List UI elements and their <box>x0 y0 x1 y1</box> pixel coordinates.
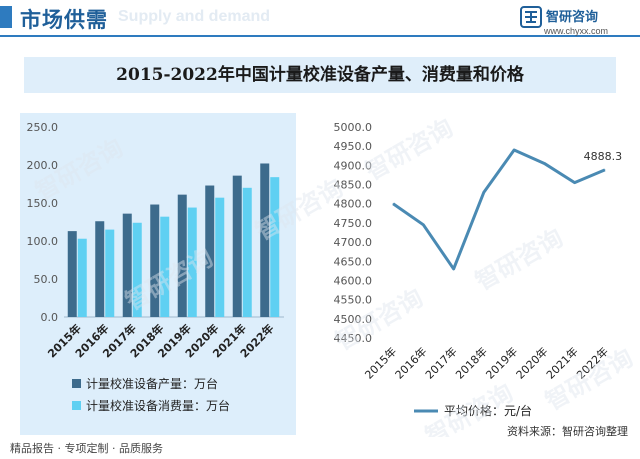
series-line <box>392 148 606 271</box>
bar <box>95 221 105 317</box>
x-tick-label: 2016年 <box>392 344 429 381</box>
x-tick-label: 2021年 <box>543 344 580 381</box>
bar <box>215 197 225 317</box>
legend-label: 计量校准设备消费量：万台 <box>86 398 230 413</box>
y-tick-label: 4950.0 <box>334 140 373 153</box>
header: 市场供需 Supply and demand 智研咨询 www.chyxx.co… <box>0 0 640 42</box>
y-tick-label: 250.0 <box>27 121 59 134</box>
footer-slogan: 精品报告 · 专项定制 · 品质服务 <box>10 442 163 455</box>
y-tick-label: 200.0 <box>27 159 59 172</box>
bar <box>232 175 242 317</box>
y-tick-label: 4550.0 <box>334 294 373 307</box>
y-tick-label: 4800.0 <box>334 198 373 211</box>
legend-swatch <box>72 379 81 388</box>
section-title: 市场供需 <box>20 8 108 32</box>
y-tick-label: 4450.0 <box>334 332 373 345</box>
data-point <box>513 149 515 151</box>
logo-name: 智研咨询 <box>546 10 599 25</box>
y-tick-label: 4500.0 <box>334 313 373 326</box>
x-tick-label: 2015年 <box>362 344 399 381</box>
y-tick-label: 4650.0 <box>334 255 373 268</box>
legend-label: 平均价格：元/台 <box>444 403 532 418</box>
data-point <box>574 182 576 184</box>
bar <box>242 187 252 317</box>
y-tick-label: 4900.0 <box>334 159 373 172</box>
bar-chart: 250.0200.0150.0100.050.00.02015年2016年201… <box>27 121 284 413</box>
bar <box>205 185 215 317</box>
x-tick-label: 2017年 <box>422 344 459 381</box>
bar <box>132 222 142 317</box>
data-point <box>483 191 485 193</box>
legend-swatch <box>72 401 81 410</box>
legend-label: 计量校准设备产量：万台 <box>86 376 218 391</box>
data-source: 资料来源：智研咨询整理 <box>507 425 628 438</box>
chart-title: 2015-2022年中国计量校准设备产量、消费量和价格 <box>116 65 524 85</box>
y-tick-label: 4700.0 <box>334 236 373 249</box>
bar <box>187 207 197 317</box>
bar <box>260 163 270 317</box>
footer: 精品报告 · 专项定制 · 品质服务 资料来源：智研咨询整理 <box>0 425 640 459</box>
bar <box>67 231 77 317</box>
y-tick-label: 0.0 <box>41 311 59 324</box>
bar-chart-panel: 250.0 200.0 150.0 100.0 50.0 0.0 2015年 2016年 201… <box>20 113 296 435</box>
line-chart-panel: 5000.0 4950.0 4900.0 4850.0 4800.0 4750.0 4700… <box>330 113 630 435</box>
data-point <box>604 169 606 171</box>
y-tick-label: 150.0 <box>27 197 59 210</box>
chart-title-box: 2015-2022年中国计量校准设备产量、消费量和价格 <box>24 57 616 93</box>
data-point <box>422 224 424 226</box>
section-subtitle: Supply and demand <box>118 8 271 25</box>
bar <box>77 238 87 317</box>
bar <box>177 194 187 317</box>
bar <box>150 204 160 317</box>
bar <box>122 213 132 317</box>
header-divider <box>0 35 640 37</box>
header-accent-bar <box>0 6 12 28</box>
y-tick-label: 5000.0 <box>334 121 373 134</box>
y-tick-label: 50.0 <box>34 273 59 286</box>
x-tick-label: 2019年 <box>483 344 520 381</box>
bar <box>105 229 115 317</box>
data-point <box>453 268 455 270</box>
bar <box>270 177 280 317</box>
y-tick-label: 4750.0 <box>334 217 373 230</box>
logo-url: www.chyxx.com <box>544 26 609 36</box>
x-tick-label: 2020年 <box>513 344 550 381</box>
line-chart: 5000.0 4950.0 4900.0 4850.0 4800.0 4750.0 4700… <box>334 121 623 418</box>
data-point <box>543 162 545 164</box>
bar <box>160 216 170 317</box>
y-tick-label: 4600.0 <box>334 274 373 287</box>
brand-logo[interactable]: 智研咨询 www.chyxx.com <box>520 6 620 36</box>
logo-icon <box>520 6 542 28</box>
y-tick-label: 100.0 <box>27 235 59 248</box>
x-tick-label: 2022年 <box>574 344 611 381</box>
y-tick-label: 4850.0 <box>334 179 373 192</box>
data-label: 4888.3 <box>584 150 623 163</box>
data-point <box>392 203 394 205</box>
x-tick-label: 2018年 <box>453 344 490 381</box>
